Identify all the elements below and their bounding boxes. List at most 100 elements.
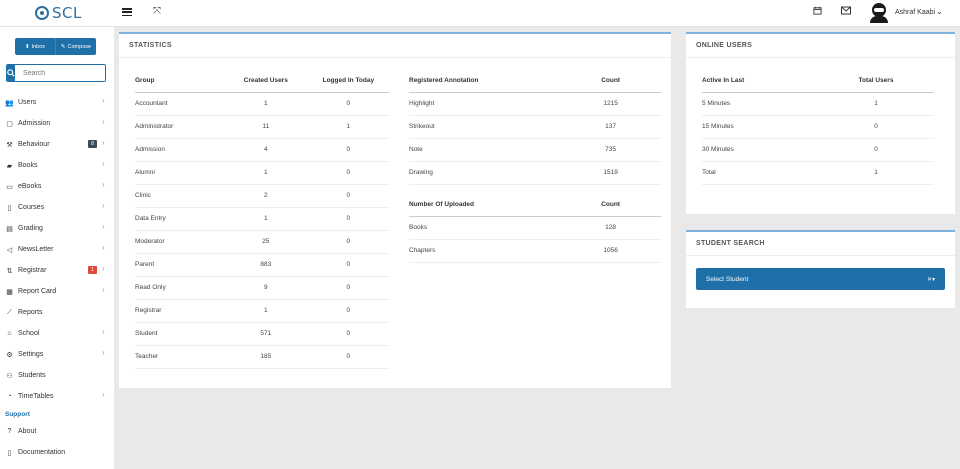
user-name[interactable]: Ashraf Kaabi — [895, 9, 936, 16]
table-cell: 185 — [223, 345, 308, 369]
sidebar-item-label: Users — [18, 99, 37, 106]
clear-dropdown-icon[interactable]: ✕▾ — [926, 276, 935, 283]
table-cell: 1215 — [560, 92, 661, 116]
search-input[interactable] — [15, 65, 105, 81]
compose-label: Compose — [67, 43, 92, 50]
table-cell: 1 — [307, 115, 389, 139]
table-cell: Clinic — [135, 184, 224, 208]
column-header: Registered Annotation — [409, 70, 561, 93]
sidebar-item-settings[interactable]: ⚙ Settings › — [0, 344, 114, 365]
sidebar-item-label: About — [18, 428, 37, 435]
sidebar-item-documentation[interactable]: ▯ Documentation — [0, 442, 114, 463]
top-bar: SCL ⤧ Ashraf Kaabi ⌄ — [0, 0, 960, 27]
table-row: Total 1 — [702, 161, 934, 185]
sidebar-item-label: Courses — [18, 204, 45, 211]
sidebar-item-reports[interactable]: ⟋ Reports — [0, 302, 114, 323]
chevron-right-icon: › — [102, 222, 105, 231]
document-icon: ▯ — [7, 449, 12, 457]
sidebar-item-report-card[interactable]: ▦ Report Card › — [0, 281, 114, 302]
table-row: 5 Minutes 1 — [702, 92, 934, 116]
table-cell: Highlight — [409, 92, 561, 116]
chevron-down-icon[interactable]: ⌄ — [936, 7, 943, 16]
sidebar-item-newsletter[interactable]: ◁ NewsLetter › — [0, 239, 114, 260]
table-cell: 1 — [223, 161, 308, 185]
gavel-icon: ⚒ — [6, 141, 13, 149]
table-cell: 0 — [307, 161, 389, 185]
column-header: Total Users — [818, 70, 934, 93]
column-header: Count — [560, 70, 661, 93]
sidebar-item-label: Books — [18, 162, 38, 169]
chevron-right-icon: › — [102, 264, 105, 273]
table-row: Strikeout 137 — [409, 115, 661, 139]
sidebar-item-label: eBooks — [18, 183, 42, 190]
table-cell: 1 — [818, 161, 934, 185]
avatar[interactable] — [870, 3, 888, 23]
column-header: Number Of Uploaded — [409, 194, 561, 217]
table-cell: Student — [135, 322, 224, 346]
inbox-button[interactable]: ⬇ Inbox — [15, 38, 56, 55]
table-cell: Books — [409, 216, 561, 240]
table-cell: 2 — [223, 184, 308, 208]
sidebar-item-books[interactable]: ▰ Books › — [0, 155, 114, 176]
table-cell: 0 — [818, 115, 934, 139]
table-cell: 883 — [223, 253, 308, 277]
table-row: Highlight 1215 — [409, 92, 661, 116]
statistics-panel: STATISTICS Group Created Users Logged In T… — [119, 32, 671, 388]
table-cell: 0 — [307, 345, 389, 369]
chevron-right-icon: › — [102, 96, 105, 105]
sidebar-item-label: Admission — [18, 120, 51, 127]
sidebar-item-students[interactable]: ⚇ Students — [0, 365, 114, 386]
sidebar-item-label: Report Card — [18, 288, 57, 295]
table-row: Drawing 1519 — [409, 161, 661, 185]
megaphone-icon: ◁ — [6, 246, 13, 254]
table-row: 15 Minutes 0 — [702, 115, 934, 139]
table-cell: 137 — [560, 115, 661, 139]
sidebar-item-users[interactable]: 👥 Users › — [0, 92, 114, 113]
school-icon: ⌂ — [7, 330, 12, 337]
sidebar-item-courses[interactable]: ▯ Courses › — [0, 197, 114, 218]
table-cell: Parent — [135, 253, 224, 277]
sidebar-item-behaviour[interactable]: ⚒ Behaviour 8 › — [0, 134, 114, 155]
admission-icon: ▢ — [6, 120, 13, 128]
sidebar-item-grading[interactable]: ▤ Grading › — [0, 218, 114, 239]
table-cell: Alumni — [135, 161, 224, 185]
table-cell: 1519 — [560, 161, 661, 185]
chart-icon: ⟋ — [7, 308, 12, 316]
table-cell: 30 Minutes — [702, 138, 818, 162]
expand-icon[interactable]: ⤧ — [153, 6, 161, 17]
table-cell: Administrator — [135, 115, 224, 139]
table-row: Admission 4 0 — [135, 138, 389, 162]
table-cell: 735 — [560, 138, 661, 162]
online-users-panel: ONLINE USERS Active In Last Total Users 5 … — [686, 32, 955, 214]
student-search-panel: STUDENT SEARCH Select Student ✕▾ — [686, 230, 955, 308]
table-cell: 0 — [307, 230, 389, 254]
table-row: Note 735 — [409, 138, 661, 162]
table-cell: Total — [702, 161, 818, 185]
sidebar-search — [6, 64, 106, 82]
chevron-right-icon: › — [102, 285, 105, 294]
inbox-label: Inbox — [31, 43, 46, 50]
sidebar-item-ebooks[interactable]: ▭ eBooks › — [0, 176, 114, 197]
chevron-right-icon: › — [102, 138, 105, 147]
sidebar-item-admission[interactable]: ▢ Admission › — [0, 113, 114, 134]
compose-button[interactable]: ✎ Compose — [56, 38, 96, 55]
search-icon[interactable] — [7, 65, 15, 81]
mail-icon[interactable] — [841, 6, 851, 17]
sidebar-item-label: Registrar — [18, 267, 47, 274]
book-icon: ▰ — [6, 162, 13, 170]
sidebar-item-registrar[interactable]: ⇅ Registrar 1 › — [0, 260, 114, 281]
menu-icon[interactable] — [122, 8, 132, 16]
table-row: Student 571 0 — [135, 322, 389, 346]
table-cell: 0 — [307, 276, 389, 300]
logo[interactable]: SCL — [35, 4, 82, 22]
sidebar-item-timetables[interactable]: ◔ TimeTables › — [0, 386, 114, 407]
sidebar-item-about[interactable]: ? About — [0, 421, 114, 442]
column-header: Active In Last — [702, 70, 818, 93]
table-row: Accountant 1 0 — [135, 92, 389, 116]
calendar-icon[interactable] — [813, 6, 822, 17]
select-student-dropdown[interactable]: Select Student ✕▾ — [696, 268, 945, 290]
sidebar-item-school[interactable]: ⌂ School › — [0, 323, 114, 344]
table-cell: 0 — [307, 299, 389, 323]
table-row: Read Only 9 0 — [135, 276, 389, 300]
select-student-label: Select Student — [706, 275, 749, 283]
